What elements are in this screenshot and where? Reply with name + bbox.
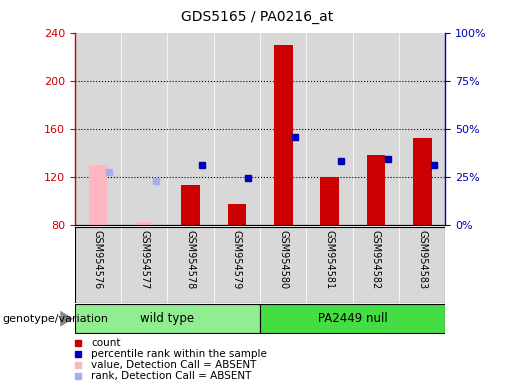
Bar (121, 33, 167, 225)
Text: wild type: wild type (140, 312, 195, 325)
Text: GSM954581: GSM954581 (324, 230, 335, 290)
Bar (75, 33, 121, 225)
Bar (89, 165, 107, 225)
Bar (399, 33, 445, 225)
Bar (353, 227, 399, 303)
Text: PA2449 null: PA2449 null (318, 312, 388, 325)
Text: percentile rank within the sample: percentile rank within the sample (91, 349, 267, 359)
Bar (167, 227, 214, 303)
Bar (367, 155, 385, 225)
Polygon shape (60, 311, 73, 327)
Text: GSM954583: GSM954583 (417, 230, 427, 290)
Bar (260, 304, 445, 333)
Bar (214, 227, 260, 303)
Bar (75, 227, 121, 303)
Bar (228, 204, 246, 225)
Text: GSM954576: GSM954576 (93, 230, 103, 290)
Text: GSM954580: GSM954580 (278, 230, 288, 290)
Text: GDS5165 / PA0216_at: GDS5165 / PA0216_at (181, 10, 334, 23)
Text: GSM954582: GSM954582 (371, 230, 381, 290)
Bar (167, 33, 214, 225)
Bar (353, 33, 399, 225)
Bar (274, 45, 293, 225)
Text: GSM954579: GSM954579 (232, 230, 242, 290)
Text: GSM954577: GSM954577 (139, 230, 149, 290)
Bar (306, 227, 353, 303)
Bar (260, 33, 306, 225)
Bar (135, 222, 153, 225)
Bar (121, 227, 167, 303)
Bar (399, 227, 445, 303)
Bar (75, 304, 260, 333)
Bar (181, 185, 200, 225)
Bar (413, 138, 432, 225)
Bar (306, 33, 353, 225)
Text: value, Detection Call = ABSENT: value, Detection Call = ABSENT (91, 360, 257, 370)
Text: count: count (91, 338, 121, 348)
Text: GSM954578: GSM954578 (185, 230, 196, 290)
Text: rank, Detection Call = ABSENT: rank, Detection Call = ABSENT (91, 371, 252, 381)
Bar (260, 227, 306, 303)
Bar (214, 33, 260, 225)
Bar (320, 177, 339, 225)
Text: genotype/variation: genotype/variation (3, 314, 109, 324)
